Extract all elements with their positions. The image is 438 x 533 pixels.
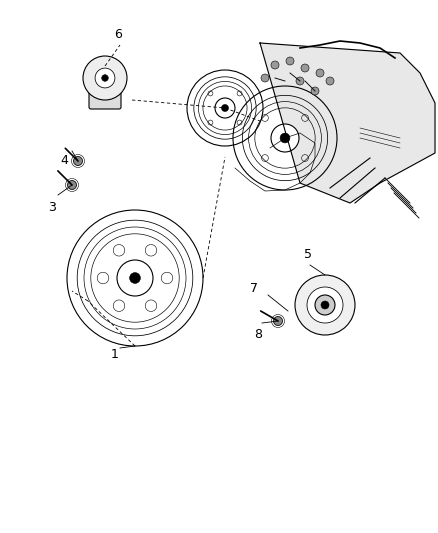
Circle shape	[130, 272, 141, 284]
Circle shape	[222, 104, 229, 111]
Circle shape	[261, 74, 269, 82]
Circle shape	[296, 77, 304, 85]
Circle shape	[102, 75, 108, 82]
Circle shape	[326, 77, 334, 85]
Circle shape	[215, 98, 235, 118]
Text: 6: 6	[114, 28, 122, 41]
Text: 4: 4	[60, 155, 68, 167]
Circle shape	[315, 295, 335, 315]
Text: 3: 3	[48, 201, 56, 214]
Text: 1: 1	[111, 348, 119, 361]
Circle shape	[67, 181, 77, 190]
Circle shape	[295, 275, 355, 335]
Text: 7: 7	[250, 281, 258, 295]
Circle shape	[307, 287, 343, 323]
Circle shape	[286, 57, 294, 65]
Circle shape	[95, 68, 115, 88]
Circle shape	[273, 317, 283, 326]
Circle shape	[74, 157, 82, 166]
Circle shape	[271, 61, 279, 69]
Text: 8: 8	[254, 328, 262, 341]
Circle shape	[301, 64, 309, 72]
FancyBboxPatch shape	[89, 67, 121, 109]
Circle shape	[316, 69, 324, 77]
Circle shape	[280, 133, 290, 143]
Circle shape	[321, 301, 329, 309]
Circle shape	[83, 56, 127, 100]
Polygon shape	[260, 43, 435, 203]
Circle shape	[117, 260, 153, 296]
Circle shape	[311, 87, 319, 95]
Text: 5: 5	[304, 248, 312, 261]
Circle shape	[271, 124, 299, 152]
